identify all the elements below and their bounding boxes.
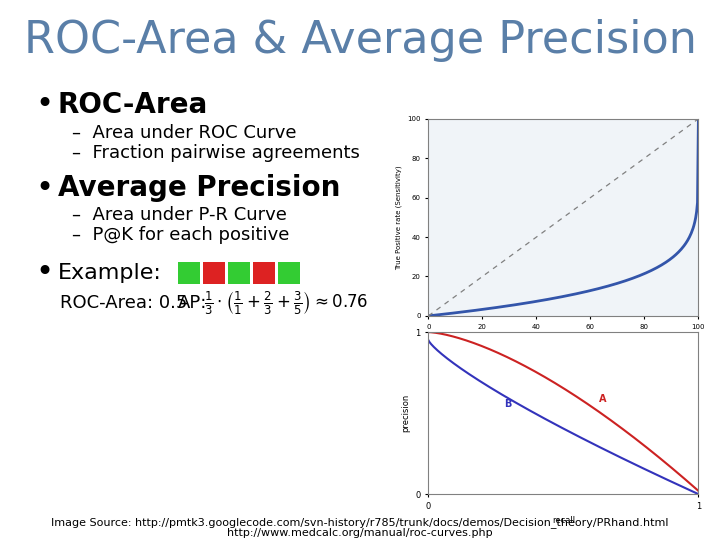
- Text: –  Area under ROC Curve: – Area under ROC Curve: [72, 124, 297, 142]
- X-axis label: False Positive rate (100-Specificity): False Positive rate (100-Specificity): [502, 335, 625, 342]
- Text: Example:: Example:: [58, 263, 162, 283]
- Text: ROC-Area: 0.5: ROC-Area: 0.5: [60, 294, 187, 312]
- FancyBboxPatch shape: [203, 262, 225, 284]
- FancyBboxPatch shape: [178, 262, 200, 284]
- Text: •: •: [35, 91, 53, 119]
- Text: –  P@K for each positive: – P@K for each positive: [72, 226, 289, 244]
- Text: Image Source: http://pmtk3.googlecode.com/svn-history/r785/trunk/docs/demos/Deci: Image Source: http://pmtk3.googlecode.co…: [51, 517, 669, 529]
- Text: AP:: AP:: [178, 294, 207, 312]
- Text: B: B: [504, 399, 511, 409]
- Y-axis label: True Positive rate (Sensitivity): True Positive rate (Sensitivity): [395, 165, 402, 269]
- Y-axis label: precision: precision: [401, 394, 410, 432]
- Text: $\frac{1}{3} \cdot \left(\frac{1}{1} + \frac{2}{3} + \frac{3}{5}\right) \approx : $\frac{1}{3} \cdot \left(\frac{1}{1} + \…: [204, 289, 368, 316]
- Text: Average Precision: Average Precision: [58, 174, 341, 202]
- FancyBboxPatch shape: [278, 262, 300, 284]
- Text: ROC-Area: ROC-Area: [58, 91, 208, 119]
- X-axis label: recall: recall: [552, 516, 575, 525]
- Text: –  Area under P-R Curve: – Area under P-R Curve: [72, 206, 287, 224]
- Text: –  Fraction pairwise agreements: – Fraction pairwise agreements: [72, 144, 360, 162]
- Text: •: •: [35, 259, 53, 287]
- Text: A: A: [598, 394, 606, 404]
- FancyBboxPatch shape: [253, 262, 275, 284]
- Text: •: •: [35, 173, 53, 202]
- Text: ROC-Area & Average Precision: ROC-Area & Average Precision: [24, 18, 696, 62]
- Text: http://www.medcalc.org/manual/roc-curves.php: http://www.medcalc.org/manual/roc-curves…: [228, 528, 492, 538]
- FancyBboxPatch shape: [228, 262, 250, 284]
